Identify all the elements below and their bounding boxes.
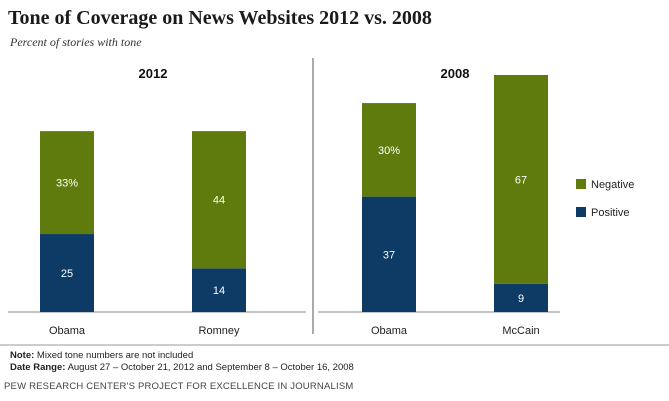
data-label: 30% [378,145,400,157]
category-label: McCain [502,325,539,337]
category-label: Obama [371,325,408,337]
bar-positive [40,234,94,312]
bar-positive [494,283,548,312]
note-line: Note: Mixed tone numbers are not include… [10,350,354,362]
note-text: Mixed tone numbers are not included [36,350,194,361]
panel-label: 2012 [139,66,168,81]
panel-label: 2008 [441,66,470,81]
bar-positive [362,196,416,312]
category-label: Obama [49,325,86,337]
date-range-label: Date Range: [10,362,66,373]
legend-swatch [576,207,586,217]
data-label: 9 [518,293,524,305]
note-label: Note: [10,350,35,361]
data-label: 37 [383,249,395,261]
bar-negative [494,75,548,284]
data-label: 44 [213,195,225,207]
source-credit: PEW RESEARCH CENTER'S PROJECT FOR EXCELL… [4,381,354,392]
bar-positive [192,268,246,312]
date-range-line: Date Range: August 27 – October 21, 2012… [10,362,354,374]
category-label: Romney [199,325,240,337]
chart-title: Tone of Coverage on News Websites 2012 v… [8,7,432,29]
bar-negative [362,103,416,197]
data-label: 33% [56,178,78,190]
legend-label: Negative [591,179,634,191]
data-label: 14 [213,285,225,297]
date-range-text: August 27 – October 21, 2012 and Septemb… [67,362,354,373]
bar-negative [40,131,94,235]
bar-negative [192,131,246,269]
chart-subtitle: Percent of stories with tone [10,35,142,49]
data-label: 25 [61,268,73,280]
footer-notes: Note: Mixed tone numbers are not include… [10,350,354,374]
legend-swatch [576,179,586,189]
legend-label: Positive [591,207,630,219]
data-label: 67 [515,174,527,186]
